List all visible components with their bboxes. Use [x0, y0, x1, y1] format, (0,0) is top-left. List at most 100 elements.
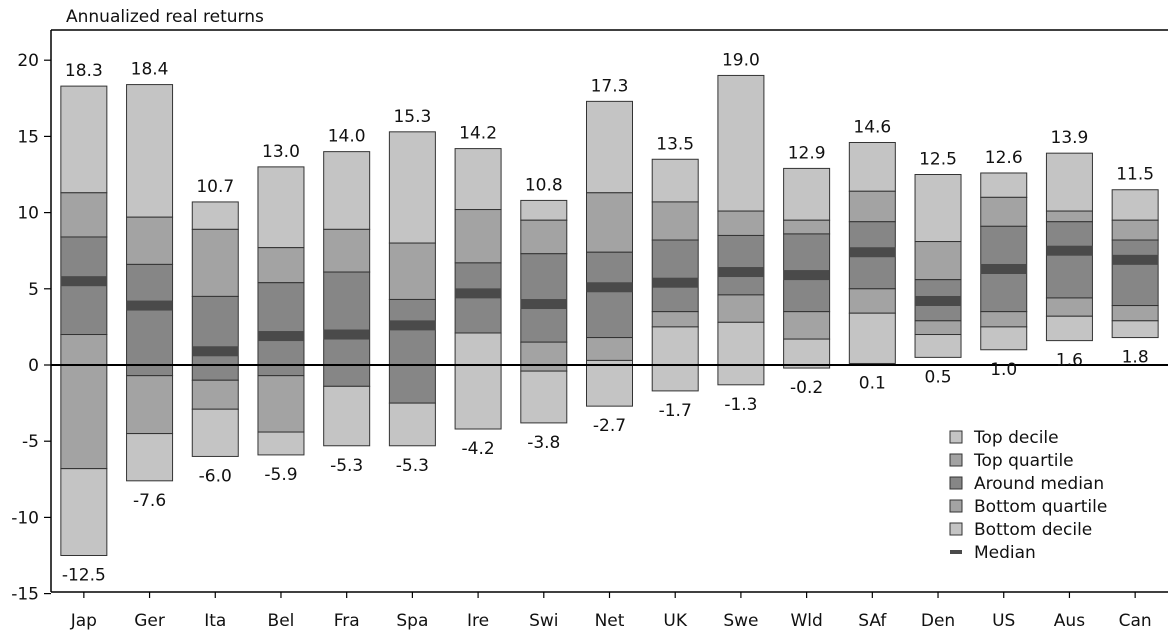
around-median-segment — [388, 298, 436, 404]
bottom-decile-segment — [717, 321, 765, 386]
top-quartile-segment — [586, 192, 633, 253]
around-median-segment — [586, 251, 633, 339]
max-label: 12.9 — [788, 143, 826, 163]
legend-item: Top decile — [949, 428, 1059, 448]
median-marker — [783, 270, 830, 281]
top-quartile-segment — [126, 216, 174, 265]
legend-label: Around median — [974, 474, 1104, 494]
min-label: -1.7 — [659, 401, 692, 421]
top-decile-segment — [651, 158, 699, 203]
min-label: -7.6 — [133, 491, 166, 511]
around-median-segment — [1111, 239, 1159, 307]
bar-ire — [454, 148, 502, 430]
legend-item: Bottom decile — [949, 520, 1092, 540]
median-marker — [323, 329, 370, 340]
x-tick-label: UK — [663, 611, 687, 631]
bar-swi — [520, 199, 568, 424]
y-tick-label: 5 — [28, 280, 39, 300]
y-tick-label: 10 — [17, 204, 39, 224]
median-marker — [915, 295, 962, 306]
x-tick-label: Spa — [396, 611, 428, 631]
bottom-quartile-segment — [586, 337, 633, 361]
min-label: -5.3 — [396, 456, 429, 476]
min-label: -4.2 — [462, 439, 495, 459]
min-label: 1.0 — [990, 360, 1017, 380]
min-label: -1.3 — [724, 395, 757, 415]
top-decile-segment — [586, 100, 633, 194]
around-median-segment — [257, 282, 305, 377]
top-quartile-segment — [454, 209, 502, 264]
bottom-quartile-segment — [783, 311, 831, 340]
max-label: 10.7 — [196, 177, 234, 197]
min-label: -6.0 — [199, 466, 232, 486]
bottom-decile-segment — [454, 332, 502, 430]
min-label: 1.6 — [1056, 351, 1083, 371]
x-axis: Jap Ger Ita Bel Fra Spa Ire Swi Net UK Swe Wld SAf De… — [70, 592, 1152, 631]
bottom-quartile-segment — [980, 311, 1028, 328]
bottom-decile-segment — [388, 402, 436, 447]
y-tick-label: 20 — [17, 51, 39, 71]
median-marker — [192, 346, 239, 357]
max-label: 14.0 — [328, 127, 366, 147]
max-label: 13.9 — [1051, 128, 1089, 148]
median-marker — [849, 247, 896, 258]
bottom-quartile-segment — [1045, 297, 1093, 317]
bar-spa — [388, 131, 436, 447]
top-quartile-segment — [323, 228, 371, 273]
top-decile-segment — [454, 148, 502, 211]
bottom-quartile-segment — [257, 375, 305, 433]
top-decile-segment — [1045, 152, 1093, 212]
max-label: 19.0 — [722, 50, 760, 70]
bar-ger — [126, 84, 174, 482]
legend-label: Top quartile — [973, 451, 1074, 471]
bottom-decile-segment — [1045, 315, 1093, 342]
top-quartile-segment — [520, 219, 568, 255]
max-label: 12.6 — [985, 148, 1023, 168]
top-quartile-segment — [848, 190, 896, 223]
bottom-quartile-segment — [126, 375, 174, 435]
median-marker — [126, 300, 173, 311]
bottom-decile-segment — [257, 431, 305, 456]
legend-swatch — [949, 476, 963, 490]
bottom-decile-segment — [980, 326, 1028, 351]
bottom-decile-segment — [651, 326, 699, 392]
top-quartile-segment — [783, 219, 831, 235]
bottom-quartile-segment — [191, 379, 239, 410]
bottom-quartile-segment — [848, 288, 896, 314]
legend-swatch — [949, 430, 963, 444]
top-decile-segment — [60, 85, 108, 194]
legend-line-swatch — [950, 550, 962, 554]
bar-den — [914, 174, 962, 358]
median-marker — [980, 263, 1027, 274]
top-decile-segment — [323, 151, 371, 230]
bottom-decile-segment — [60, 468, 108, 556]
bar-wld — [783, 167, 831, 369]
median-marker — [1112, 254, 1159, 265]
median-marker — [257, 331, 304, 342]
bar-aus — [1045, 152, 1093, 342]
bar-us — [980, 172, 1028, 351]
top-quartile-segment — [191, 228, 239, 297]
legend-swatch — [949, 522, 963, 536]
bar-swe — [717, 74, 765, 386]
top-decile-segment — [783, 167, 831, 221]
legend: Top decile Top quartile Around median Botto… — [949, 428, 1107, 563]
median-marker — [389, 320, 436, 331]
bottom-quartile-segment — [914, 320, 962, 336]
median-marker — [1046, 245, 1093, 256]
bar-jap — [60, 85, 108, 556]
bars — [60, 74, 1159, 556]
x-tick-label: Net — [595, 611, 625, 631]
top-quartile-segment — [388, 242, 436, 300]
bar-fra — [323, 151, 371, 447]
top-quartile-segment — [980, 196, 1028, 227]
y-tick-label: 0 — [28, 356, 39, 376]
top-decile-segment — [191, 201, 239, 230]
max-label: 11.5 — [1116, 165, 1154, 185]
legend-label: Top decile — [973, 428, 1059, 448]
top-quartile-segment — [1045, 210, 1093, 223]
x-tick-label: Ita — [204, 611, 226, 631]
x-tick-label: Den — [921, 611, 955, 631]
top-quartile-segment — [914, 241, 962, 281]
min-label: -0.2 — [790, 378, 823, 398]
